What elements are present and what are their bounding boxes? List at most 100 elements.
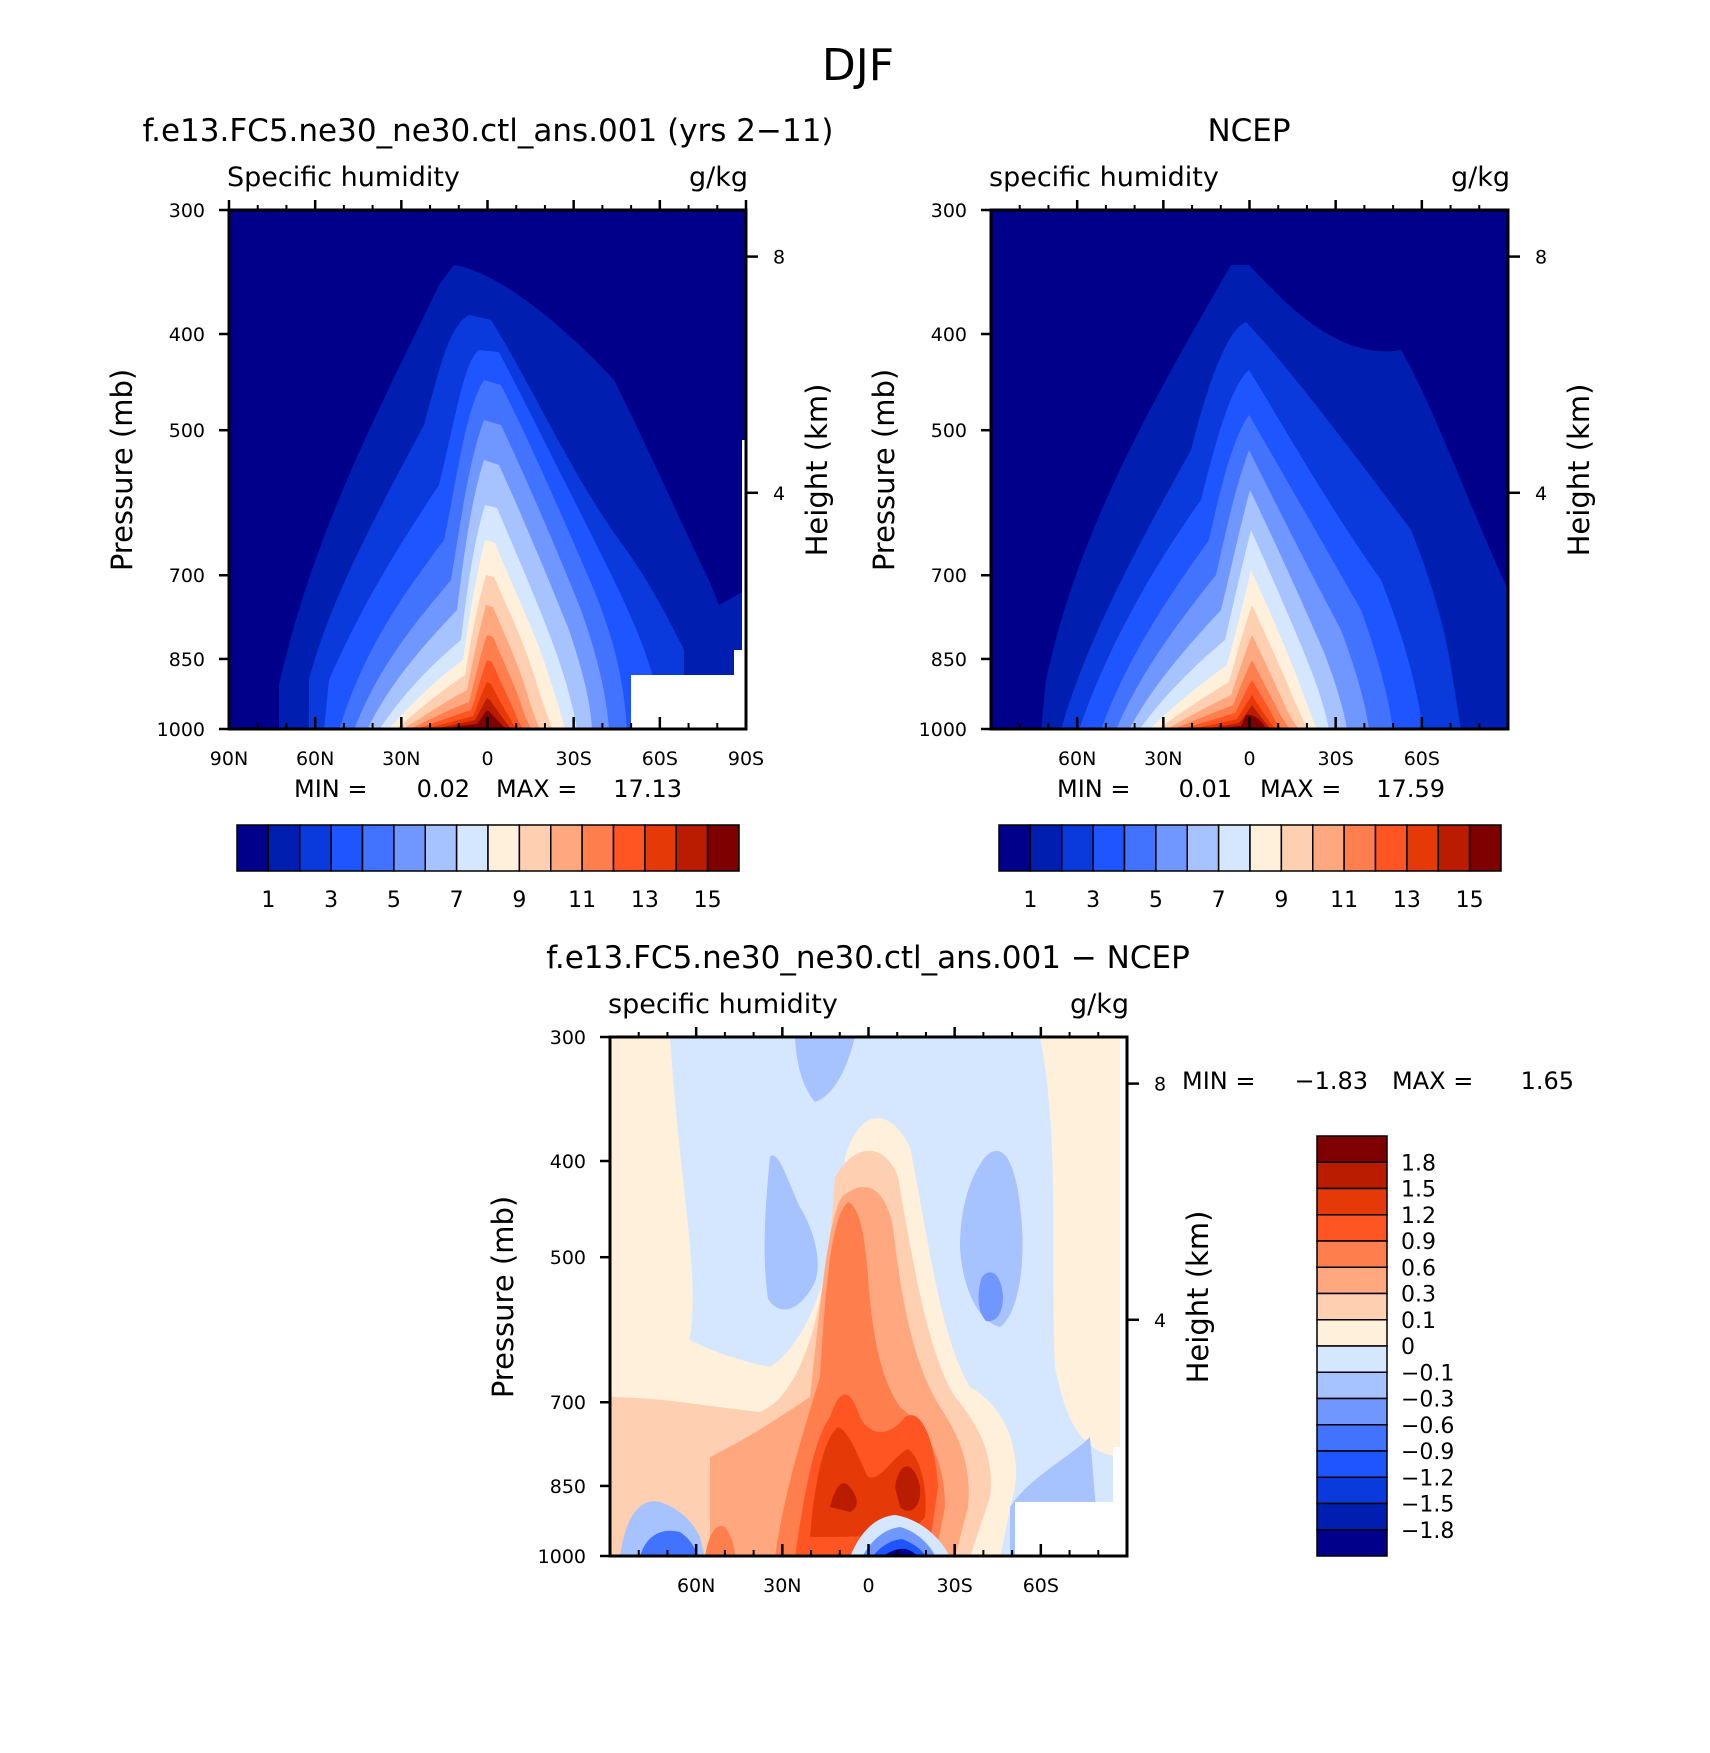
diff-level-band [883, 1548, 918, 1556]
diff-colorbar-swatch [1316, 1502, 1388, 1531]
model-colorbar-swatch [550, 824, 583, 872]
model-colorbar-label: 9 [512, 888, 526, 913]
model-colorbar-swatch [299, 824, 332, 872]
diff-y-tick-label: 500 [550, 1247, 586, 1269]
diff-level-band [764, 1155, 818, 1310]
diff-y-tick-label: 700 [550, 1392, 586, 1414]
diff-missing-region [1015, 1037, 1127, 1556]
obs-colorbar-swatch [1092, 824, 1126, 872]
obs-height-tick-label: 8 [1535, 247, 1547, 269]
model-colorbar-swatch [706, 824, 740, 872]
diff-colorbar-swatch [1316, 1476, 1388, 1505]
obs-ylabel: Pressure (mb) [867, 369, 901, 571]
model-colorbar-swatch [424, 824, 458, 872]
model-colorbar-swatch [455, 824, 489, 872]
diff-colorbar-label: 0 [1401, 1335, 1415, 1360]
obs-y-tick-label: 700 [931, 565, 967, 587]
model-x-tick-label: 90S [728, 748, 764, 770]
obs-variable-label: specific humidity [989, 162, 1219, 193]
obs-colorbar-swatch [1468, 824, 1502, 872]
model-min-label: MIN = [294, 775, 367, 803]
obs-height-axis: 84 [1508, 247, 1547, 505]
diff-level-band [610, 1037, 667, 1211]
obs-colorbar-swatch [1029, 824, 1063, 872]
model-x-tick-label: 30N [382, 748, 420, 770]
obs-level-band [1207, 714, 1267, 729]
diff-colorbar-label: 0.9 [1401, 1230, 1436, 1255]
diff-colorbar-swatch [1316, 1371, 1388, 1400]
model-colorbar-swatch [393, 824, 426, 872]
obs-colorbar-swatch [1123, 824, 1157, 872]
obs-colorbar: 1 3 5 7 9 11 13 15 [998, 824, 1502, 913]
diff-colorbar-swatch [1316, 1187, 1388, 1216]
obs-colorbar-swatch [1061, 824, 1094, 872]
diff-colorbar-label: −0.1 [1401, 1361, 1454, 1386]
diff-y-tick-label: 400 [550, 1151, 586, 1173]
model-x-tick-label: 30S [556, 748, 592, 770]
diff-colorbar-label: 0.3 [1401, 1283, 1436, 1308]
model-colorbar-swatch [267, 824, 301, 872]
diff-level-band [810, 1427, 926, 1537]
diff-colorbar: 1.81.51.20.90.60.30.10−0.1−0.3−0.6−0.9−1… [1316, 1135, 1454, 1557]
diff-max-value: 1.65 [1521, 1067, 1574, 1095]
obs-colorbar-swatch [998, 824, 1032, 872]
model-min-value: 0.02 [417, 775, 470, 803]
model-missing-region [631, 440, 746, 729]
obs-colorbar-swatch [1312, 824, 1345, 872]
diff-colorbar-label: 0.1 [1401, 1309, 1436, 1334]
obs-colorbar-swatch [1217, 824, 1251, 872]
obs-y-tick-label: 300 [931, 200, 967, 222]
obs-x-tick-label: 0 [1243, 748, 1255, 770]
diff-level-band [872, 1539, 926, 1556]
diff-height-axis: 84 [1127, 1074, 1166, 1332]
obs-colorbar-swatch [1280, 824, 1314, 872]
obs-y-tick-label: 500 [931, 420, 967, 442]
diff-max-label: MAX = [1392, 1067, 1473, 1095]
model-height-tick-label: 8 [773, 247, 785, 269]
model-colorbar-label: 3 [324, 888, 338, 913]
model-y-tick-label: 400 [169, 324, 205, 346]
model-height-tick-label: 4 [773, 483, 785, 505]
diff-y-tick-label: 1000 [538, 1546, 586, 1568]
obs-colorbar-label: 5 [1149, 888, 1163, 913]
obs-colorbar-swatch [1437, 824, 1471, 872]
obs-x-axis: 60N 30N 0 30S 60S [1018, 200, 1481, 770]
model-x-tick-label: 90N [210, 748, 248, 770]
model-y-tick-label: 700 [169, 565, 205, 587]
panel-diff: f.e13.FC5.ne30_ne30.ctl_ans.001 − NCEP s… [486, 940, 1574, 1597]
diff-colorbar-label: 1.8 [1401, 1151, 1436, 1176]
diff-ylabel-right: Height (km) [1181, 1211, 1215, 1384]
obs-ylabel-right: Height (km) [1562, 384, 1596, 557]
diff-units-label: g/kg [1070, 989, 1129, 1020]
model-colorbar-swatch [361, 824, 395, 872]
obs-colorbar-swatch [1155, 824, 1188, 872]
model-level-band [439, 710, 506, 729]
diff-colorbar-label: −1.5 [1401, 1493, 1454, 1518]
diff-min-label: MIN = [1182, 1067, 1255, 1095]
diff-y-tick-label: 300 [550, 1027, 586, 1049]
model-colorbar-label: 13 [631, 888, 659, 913]
model-y-tick-label: 850 [169, 649, 205, 671]
figure-title: DJF [822, 40, 894, 91]
model-colorbar-swatch [236, 824, 270, 872]
diff-y-tick-label: 850 [550, 1476, 586, 1498]
model-title: f.e13.FC5.ne30_ne30.ctl_ans.001 (yrs 2−1… [142, 113, 833, 149]
model-units-label: g/kg [689, 162, 748, 193]
diff-height-tick-label: 4 [1154, 1310, 1166, 1332]
obs-colorbar-label: 1 [1023, 888, 1037, 913]
diff-colorbar-label: −1.2 [1401, 1466, 1454, 1491]
model-y-tick-label: 300 [169, 200, 205, 222]
obs-y-axis: 300 400 500 700 850 1000 [919, 200, 991, 741]
diff-colorbar-swatch [1316, 1266, 1388, 1295]
diff-level-band [1050, 1037, 1127, 1307]
diff-colorbar-swatch [1316, 1319, 1388, 1347]
model-colorbar-swatch [644, 824, 677, 872]
diff-level-band [705, 1526, 735, 1556]
obs-colorbar-label: 13 [1393, 888, 1421, 913]
obs-max-value: 17.59 [1376, 775, 1445, 803]
model-colorbar-swatch [518, 824, 552, 872]
diff-height-tick-label: 8 [1154, 1074, 1166, 1096]
diff-colorbar-swatch [1316, 1529, 1388, 1557]
diff-level-band [978, 1272, 1003, 1322]
